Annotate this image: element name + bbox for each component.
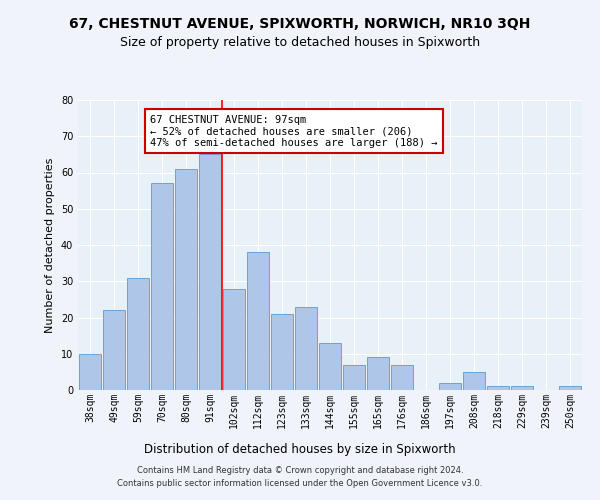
- Bar: [295, 306, 317, 390]
- Bar: [223, 288, 245, 390]
- Bar: [391, 364, 413, 390]
- Bar: [271, 314, 293, 390]
- Bar: [103, 310, 125, 390]
- Bar: [511, 386, 533, 390]
- Text: 67 CHESTNUT AVENUE: 97sqm
← 52% of detached houses are smaller (206)
47% of semi: 67 CHESTNUT AVENUE: 97sqm ← 52% of detac…: [150, 114, 437, 148]
- Bar: [127, 278, 149, 390]
- Text: 67, CHESTNUT AVENUE, SPIXWORTH, NORWICH, NR10 3QH: 67, CHESTNUT AVENUE, SPIXWORTH, NORWICH,…: [70, 18, 530, 32]
- Bar: [487, 386, 509, 390]
- Bar: [247, 252, 269, 390]
- Bar: [175, 169, 197, 390]
- Text: Contains HM Land Registry data © Crown copyright and database right 2024.
Contai: Contains HM Land Registry data © Crown c…: [118, 466, 482, 487]
- Bar: [367, 358, 389, 390]
- Y-axis label: Number of detached properties: Number of detached properties: [45, 158, 55, 332]
- Bar: [463, 372, 485, 390]
- Bar: [199, 154, 221, 390]
- Bar: [79, 354, 101, 390]
- Bar: [319, 343, 341, 390]
- Bar: [559, 386, 581, 390]
- Bar: [151, 184, 173, 390]
- Bar: [439, 383, 461, 390]
- Text: Distribution of detached houses by size in Spixworth: Distribution of detached houses by size …: [144, 442, 456, 456]
- Bar: [343, 364, 365, 390]
- Text: Size of property relative to detached houses in Spixworth: Size of property relative to detached ho…: [120, 36, 480, 49]
